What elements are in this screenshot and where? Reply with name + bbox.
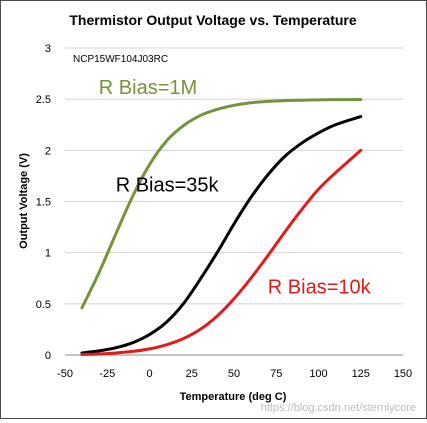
chart-title: Thermistor Output Voltage vs. Temperatur… (69, 12, 357, 28)
y-tick-label: 3 (45, 43, 51, 55)
gridlines (65, 47, 403, 305)
y-tick-label: 0 (45, 350, 51, 362)
series-line (80, 115, 363, 355)
watermark: https://blog.csdn.net/sternlycore (261, 402, 416, 414)
x-tick-label: 50 (228, 368, 240, 380)
y-tick-label: 2.5 (36, 94, 51, 106)
y-tick-label: 0.5 (36, 299, 51, 311)
chart-subtitle: NCP15WF104J03RC (73, 54, 168, 65)
y-tick-label: 1.5 (36, 197, 51, 209)
x-tick-label: -25 (99, 368, 115, 380)
series-label: R Bias=35k (116, 174, 220, 196)
x-tick-labels: -50 -25 0 25 50 75 100 125 150 (57, 368, 412, 380)
y-axis-title: Output Voltage (V) (18, 153, 30, 249)
series-label: R Bias=1M (99, 77, 197, 99)
series-line (80, 97, 363, 310)
x-tick-label: 100 (309, 368, 327, 380)
series-lines (80, 97, 363, 356)
series-labels: R Bias=1M R Bias=35k R Bias=10k (99, 77, 372, 299)
y-tick-label: 1 (45, 248, 51, 260)
x-tick-label: 0 (146, 368, 152, 380)
x-tick-label: 150 (394, 368, 412, 380)
series-label: R Bias=10k (268, 277, 372, 299)
x-tick-label: 25 (186, 368, 198, 380)
x-tick-label: 125 (352, 368, 370, 380)
y-tick-label: 2 (45, 145, 51, 157)
x-tick-label: -50 (57, 368, 73, 380)
x-tick-label: 75 (270, 368, 282, 380)
y-tick-labels: 0 0.5 1 1.5 2 2.5 3 (36, 43, 51, 362)
series-line (80, 148, 363, 356)
x-axis-title: Temperature (deg C) (180, 391, 287, 403)
